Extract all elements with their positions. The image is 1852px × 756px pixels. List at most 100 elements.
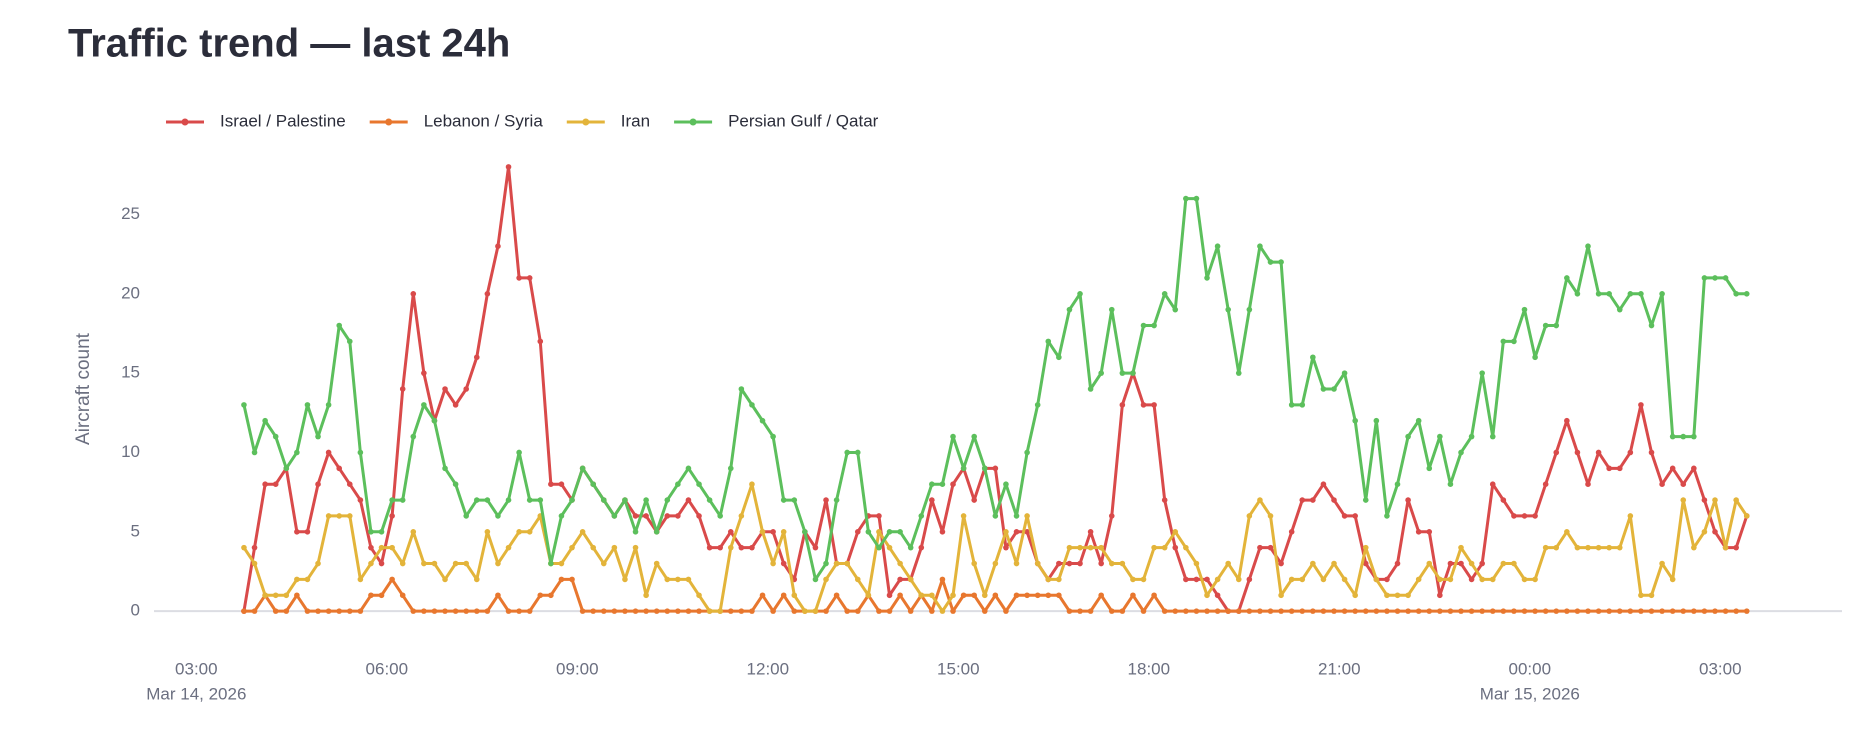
- point: [802, 608, 808, 614]
- point: [749, 402, 755, 408]
- point: [1352, 513, 1358, 519]
- point: [1532, 513, 1538, 519]
- point: [1077, 291, 1083, 297]
- point: [833, 592, 840, 599]
- point: [315, 608, 321, 614]
- point: [1447, 481, 1454, 488]
- point: [1278, 259, 1284, 265]
- point: [1712, 608, 1718, 614]
- point: [368, 592, 374, 599]
- point: [1542, 322, 1549, 329]
- point: [1331, 497, 1337, 503]
- point: [1362, 497, 1369, 503]
- point: [1712, 529, 1718, 535]
- point: [717, 608, 723, 614]
- point: [1341, 576, 1348, 583]
- point: [272, 433, 279, 440]
- point: [727, 465, 734, 472]
- point: [876, 513, 882, 519]
- point: [1310, 560, 1316, 567]
- point: [1458, 608, 1464, 614]
- point: [823, 608, 829, 614]
- point: [1574, 449, 1581, 456]
- point: [1331, 608, 1337, 614]
- point: [1384, 513, 1390, 519]
- point: [442, 386, 448, 392]
- point: [1468, 433, 1475, 440]
- point: [622, 497, 628, 503]
- point: [653, 608, 660, 614]
- point: [442, 576, 448, 583]
- point: [537, 592, 544, 599]
- point: [886, 592, 893, 599]
- point: [1500, 560, 1507, 567]
- point: [643, 592, 649, 599]
- point: [1415, 608, 1422, 614]
- point: [1257, 544, 1263, 551]
- point: [960, 513, 967, 519]
- point: [897, 560, 903, 567]
- point: [315, 560, 321, 567]
- point: [1257, 497, 1263, 503]
- point: [1119, 370, 1126, 376]
- point: [632, 544, 639, 551]
- point: [569, 576, 575, 583]
- point: [939, 608, 946, 614]
- point: [1712, 275, 1718, 281]
- point: [1246, 306, 1253, 313]
- point: [685, 608, 692, 614]
- point: [1077, 544, 1083, 551]
- point: [452, 560, 459, 567]
- point: [854, 576, 861, 583]
- point: [1489, 608, 1496, 614]
- point: [1235, 576, 1242, 583]
- point: [1204, 275, 1210, 281]
- point: [399, 497, 406, 503]
- point: [622, 608, 628, 614]
- point: [1066, 544, 1073, 551]
- point: [1119, 402, 1126, 408]
- point: [495, 243, 501, 249]
- x-tick-label: 03:00: [175, 659, 218, 678]
- point: [1479, 576, 1485, 583]
- series-line: [242, 197, 1747, 581]
- point: [473, 497, 480, 503]
- point: [738, 544, 745, 551]
- point: [1616, 465, 1623, 472]
- point: [1299, 497, 1306, 503]
- point: [421, 608, 427, 614]
- point: [262, 481, 268, 488]
- point: [749, 544, 755, 551]
- point: [812, 544, 819, 551]
- point: [241, 544, 247, 551]
- point: [971, 433, 977, 440]
- point: [1288, 608, 1295, 614]
- point: [1066, 306, 1073, 313]
- point: [886, 608, 893, 614]
- point: [315, 481, 321, 488]
- point: [1362, 544, 1369, 551]
- point: [738, 608, 745, 614]
- point: [495, 560, 501, 567]
- legend-marker: [181, 118, 189, 126]
- point: [653, 560, 660, 567]
- point: [1701, 275, 1708, 281]
- point: [315, 433, 321, 440]
- point: [939, 481, 946, 488]
- point: [1013, 513, 1020, 519]
- point: [1161, 497, 1168, 503]
- point: [1405, 608, 1411, 614]
- point: [251, 449, 258, 456]
- point: [251, 544, 258, 551]
- point: [1278, 592, 1284, 599]
- point: [950, 608, 956, 614]
- point: [1108, 306, 1115, 313]
- point: [1743, 608, 1750, 614]
- point: [1373, 417, 1380, 424]
- legend-label: Iran: [621, 111, 650, 130]
- point: [431, 608, 438, 614]
- point: [357, 449, 364, 456]
- point: [1511, 513, 1517, 519]
- point: [600, 497, 607, 503]
